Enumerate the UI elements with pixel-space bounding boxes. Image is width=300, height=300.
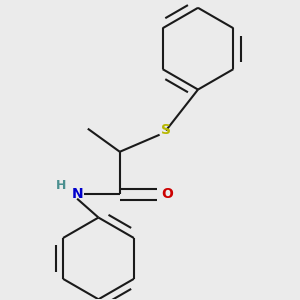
Text: N: N bbox=[71, 188, 83, 201]
Text: O: O bbox=[161, 188, 173, 201]
Text: H: H bbox=[56, 179, 66, 192]
Text: S: S bbox=[161, 123, 171, 137]
